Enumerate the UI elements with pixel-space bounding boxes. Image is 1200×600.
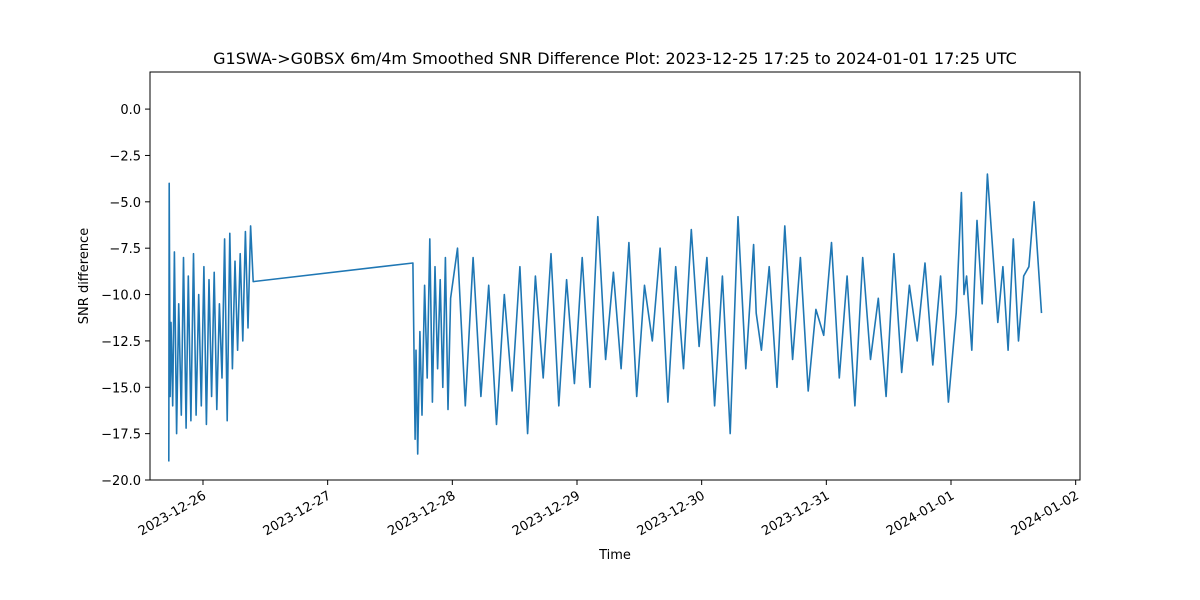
x-tick-label: 2023-12-28 xyxy=(385,488,458,539)
series-line-0 xyxy=(168,173,1043,462)
x-axis-label: Time xyxy=(598,548,631,563)
series-layer xyxy=(168,173,1043,462)
plot-area xyxy=(149,71,1081,481)
y-tick-label: 0.0 xyxy=(120,103,141,118)
y-tick-label: −12.5 xyxy=(101,335,141,350)
y-tick-label: −7.5 xyxy=(109,242,141,257)
y-tick-label: −5.0 xyxy=(109,196,141,211)
plot-frame xyxy=(149,71,1081,481)
y-tick-label: −17.5 xyxy=(101,428,141,443)
chart-title: G1SWA->G0BSX 6m/4m Smoothed SNR Differen… xyxy=(213,49,1017,68)
x-tick-label: 2023-12-27 xyxy=(261,488,334,539)
x-tick-label: 2023-12-29 xyxy=(510,488,583,539)
x-tick-label: 2023-12-31 xyxy=(759,488,832,539)
x-tick-label: 2023-12-26 xyxy=(136,488,209,539)
x-tick-label: 2023-12-30 xyxy=(635,488,708,539)
x-axis: 2023-12-26 2023-12-27 2023-12-28 2023-12-29… xyxy=(136,480,1082,539)
y-tick-label: −10.0 xyxy=(101,289,141,304)
y-axis-label: SNR difference xyxy=(77,228,92,324)
y-tick-label: −2.5 xyxy=(109,149,141,164)
y-tick-label: −15.0 xyxy=(101,381,141,396)
x-tick-label: 2024-01-02 xyxy=(1009,488,1082,539)
y-tick-label: −20.0 xyxy=(101,474,141,489)
y-axis: 0.0 −2.5 −5.0 −7.5 −10.0 −12.5 −15.0 −17.5 −20.0 xyxy=(101,103,150,489)
x-tick-label: 2024-01-01 xyxy=(884,488,957,539)
